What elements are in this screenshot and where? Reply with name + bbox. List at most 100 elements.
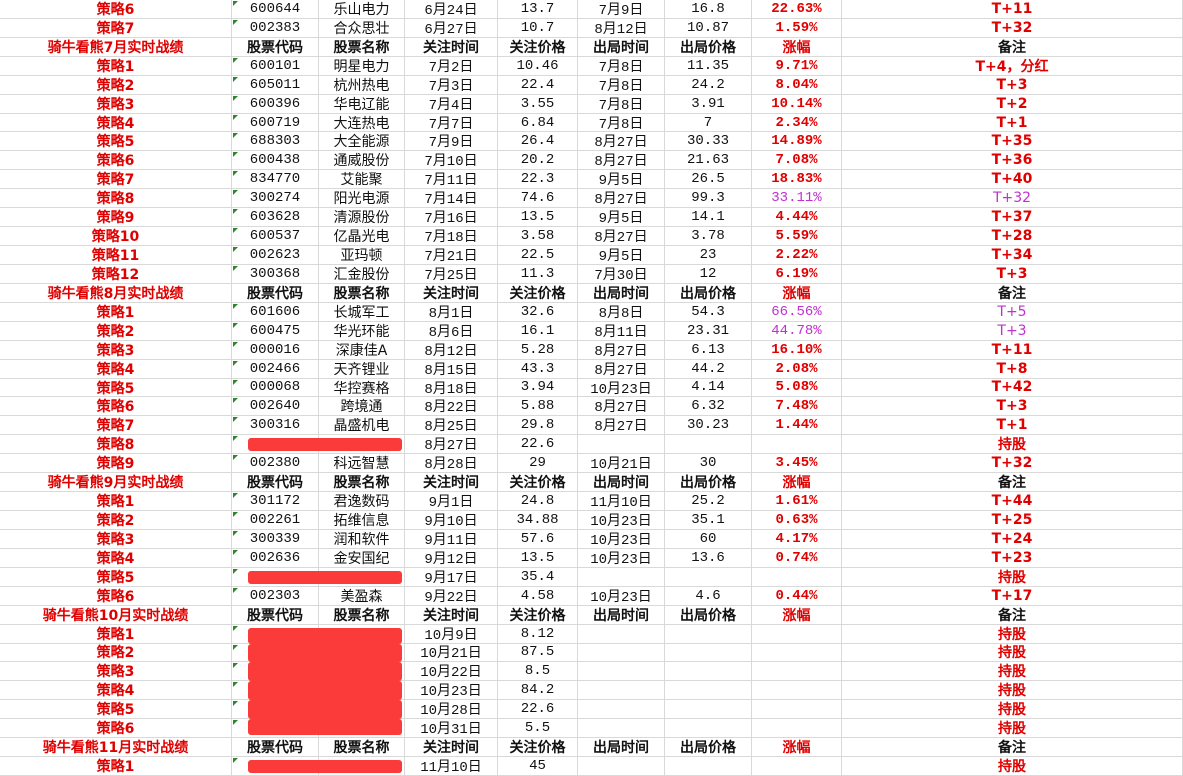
exit-date-cell: [578, 435, 665, 455]
note-cell: T+23: [842, 548, 1183, 568]
stock-name-cell: 大连热电: [319, 113, 405, 133]
cell-flag: [233, 436, 238, 442]
stock-code-cell: 300316: [232, 416, 319, 436]
watch-date-cell: 7月18日: [405, 227, 498, 247]
exit-date-cell: 10月23日: [578, 548, 665, 568]
cell-flag: [233, 682, 238, 688]
header-cell: 备注: [842, 37, 1183, 57]
exit-price-cell: 54.3: [665, 302, 752, 322]
cell-flag: [233, 512, 238, 518]
redaction: [248, 662, 402, 682]
strategy-cell: 策略6: [0, 0, 232, 19]
note-cell: T+40: [842, 170, 1183, 190]
stock-code-cell: 834770: [232, 170, 319, 190]
exit-date-cell: 8月27日: [578, 189, 665, 209]
header-cell: 出局价格: [665, 605, 752, 625]
header-cell: 关注价格: [498, 605, 578, 625]
stock-code-cell: 002623: [232, 246, 319, 265]
strategy-cell: 策略2: [0, 643, 232, 663]
cell-flag: [233, 663, 238, 669]
cell-flag: [233, 95, 238, 101]
exit-date-cell: 8月27日: [578, 359, 665, 379]
strategy-cell: 策略4: [0, 359, 232, 379]
stock-name-cell: 亚玛顿: [319, 246, 405, 265]
cell-flag: [233, 228, 238, 234]
strategy-cell: 策略4: [0, 681, 232, 701]
cell-flag: [233, 190, 238, 196]
change-cell: 2.22%: [752, 246, 842, 265]
change-cell: 44.78%: [752, 321, 842, 341]
note-cell: T+3: [842, 75, 1183, 95]
note-cell: T+25: [842, 511, 1183, 530]
change-cell: 8.04%: [752, 75, 842, 95]
stock-name-cell: 杭州热电: [319, 75, 405, 95]
exit-date-cell: 8月27日: [578, 416, 665, 436]
strategy-cell: 策略8: [0, 189, 232, 209]
header-cell: 备注: [842, 283, 1183, 303]
watch-price-cell: 10.7: [498, 18, 578, 38]
stock-name-cell: 清源股份: [319, 208, 405, 228]
stock-code-cell: 002261: [232, 511, 319, 530]
redaction: [248, 719, 402, 736]
stock-code-cell: 600719: [232, 113, 319, 133]
header-cell: 出局价格: [665, 473, 752, 493]
exit-date-cell: 9月5日: [578, 170, 665, 190]
strategy-cell: 策略2: [0, 75, 232, 95]
change-cell: [752, 567, 842, 587]
exit-price-cell: 3.78: [665, 227, 752, 247]
exit-date-cell: 9月5日: [578, 208, 665, 228]
watch-price-cell: 26.4: [498, 132, 578, 152]
stock-name-cell: 明星电力: [319, 56, 405, 76]
exit-price-cell: [665, 700, 752, 720]
cell-flag: [233, 209, 238, 215]
change-cell: 3.45%: [752, 454, 842, 474]
exit-price-cell: 13.6: [665, 548, 752, 568]
stock-name-cell: 晶盛机电: [319, 416, 405, 436]
exit-date-cell: 8月27日: [578, 340, 665, 360]
note-cell: T+3: [842, 397, 1183, 417]
exit-date-cell: [578, 700, 665, 720]
stock-code-cell: 600644: [232, 0, 319, 19]
strategy-cell: 策略3: [0, 94, 232, 114]
strategy-cell: 策略1: [0, 624, 232, 644]
redaction: [248, 438, 402, 452]
header-cell: 关注时间: [405, 605, 498, 625]
watch-date-cell: 9月10日: [405, 511, 498, 530]
stock-name-cell: 科远智慧: [319, 454, 405, 474]
watch-price-cell: 5.88: [498, 397, 578, 417]
strategy-cell: 策略1: [0, 757, 232, 776]
exit-date-cell: 7月8日: [578, 56, 665, 76]
change-cell: 16.10%: [752, 340, 842, 360]
change-cell: 0.44%: [752, 586, 842, 606]
stock-name-cell: 华电辽能: [319, 94, 405, 114]
watch-price-cell: 35.4: [498, 567, 578, 587]
watch-date-cell: 8月12日: [405, 340, 498, 360]
header-cell: 涨幅: [752, 283, 842, 303]
header-cell: 关注价格: [498, 37, 578, 57]
header-cell: 关注时间: [405, 37, 498, 57]
strategy-cell: 策略12: [0, 264, 232, 284]
watch-price-cell: 32.6: [498, 302, 578, 322]
watch-date-cell: 10月28日: [405, 700, 498, 720]
watch-price-cell: 74.6: [498, 189, 578, 209]
cell-flag: [233, 720, 238, 726]
note-cell: T+3: [842, 321, 1183, 341]
exit-price-cell: 23: [665, 246, 752, 265]
exit-date-cell: 10月23日: [578, 511, 665, 530]
change-cell: 2.34%: [752, 113, 842, 133]
cell-flag: [233, 57, 238, 63]
exit-price-cell: 10.87: [665, 18, 752, 38]
cell-flag: [233, 587, 238, 593]
watch-price-cell: 87.5: [498, 643, 578, 663]
cell-flag: [233, 360, 238, 366]
note-cell: 持股: [842, 643, 1183, 663]
change-cell: 14.89%: [752, 132, 842, 152]
stock-name-cell: 拓维信息: [319, 511, 405, 530]
strategy-cell: 策略7: [0, 416, 232, 436]
stock-name-cell: 亿晶光电: [319, 227, 405, 247]
watch-date-cell: 11月10日: [405, 757, 498, 776]
cell-flag: [233, 247, 238, 253]
header-cell: 关注价格: [498, 738, 578, 758]
note-cell: T+4，分红: [842, 56, 1183, 76]
strategy-cell: 策略10: [0, 227, 232, 247]
